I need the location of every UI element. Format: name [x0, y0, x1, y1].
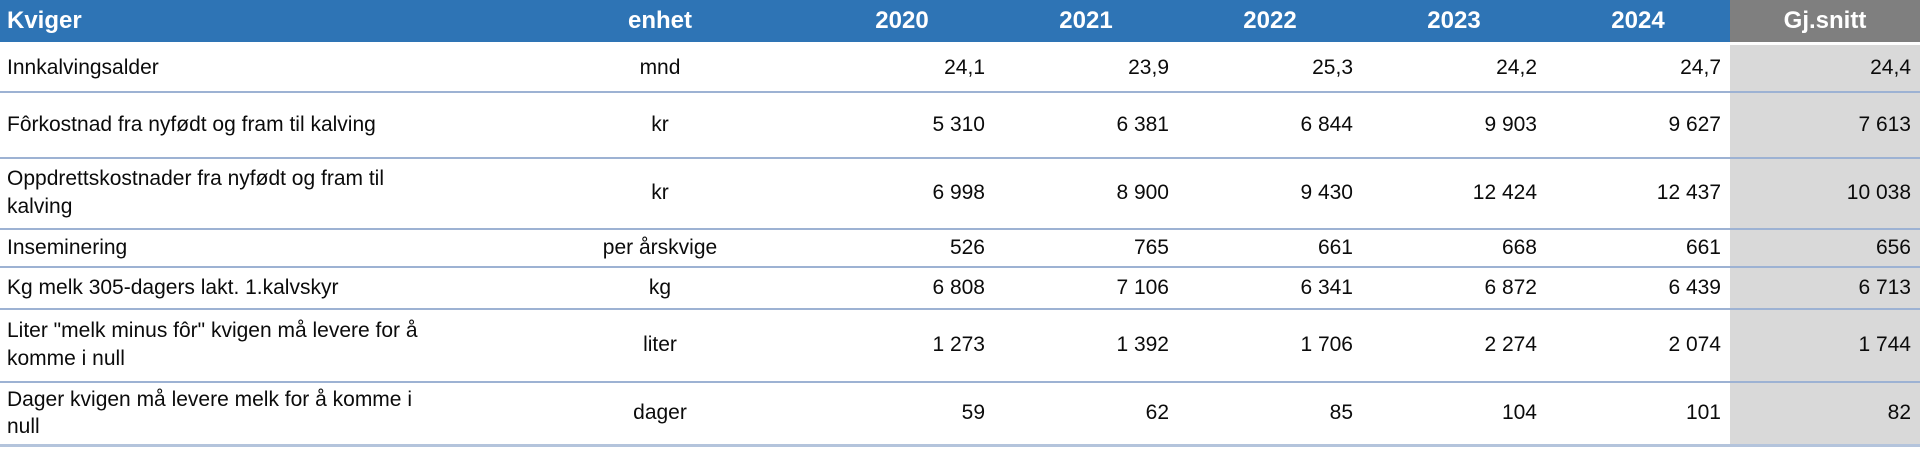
average-cell: 24,4 [1730, 43, 1920, 92]
header-cell-gjsnitt: Gj.snitt [1730, 0, 1920, 45]
value-cell-2022: 661 [1317, 235, 1353, 259]
value-cell-2020: 6 998 [932, 181, 985, 204]
value-cell-2024: 6 439 [1668, 275, 1721, 299]
value-cell-2021: 62 [1145, 401, 1169, 425]
unit-cell: dager [633, 401, 687, 425]
table-row: Fôrkostnad fra nyfødt og fram til kalvin… [0, 91, 1920, 158]
average-cell: 82 [1730, 381, 1920, 446]
value-cell-2024: 101 [1685, 401, 1721, 425]
header-cell-2020: 2020 [810, 0, 994, 45]
value-cell-2021: 6 381 [1116, 112, 1169, 136]
value-cell-2022: 25,3 [1312, 55, 1353, 79]
value-cell-2022: 1 706 [1300, 333, 1353, 356]
table-header-row: Kviger enhet 2020 2021 2022 2023 2024 Gj… [0, 0, 1920, 45]
metric-name-cell: Fôrkostnad fra nyfødt og fram til kalvin… [7, 112, 376, 136]
value-cell-2022: 9 430 [1300, 181, 1353, 204]
metric-name-cell: Liter "melk minus fôr" kvigen må levere … [7, 319, 418, 370]
header-cell-2021: 2021 [994, 0, 1178, 45]
unit-cell: per årskvige [602, 235, 718, 259]
value-cell-2024: 661 [1685, 235, 1721, 259]
metric-name-cell: Innkalvingsalder [7, 55, 159, 79]
value-cell-2021: 8 900 [1116, 181, 1169, 204]
unit-cell: kg [648, 275, 672, 299]
metric-name-cell: Kg melk 305-dagers lakt. 1.kalvskyr [7, 275, 339, 299]
average-cell: 7 613 [1730, 91, 1920, 158]
value-cell-2020: 6 808 [932, 275, 985, 299]
value-cell-2023: 12 424 [1472, 181, 1537, 204]
value-cell-2023: 2 274 [1484, 333, 1537, 356]
table-row: Kg melk 305-dagers lakt. 1.kalvskyr kg 6… [0, 266, 1920, 309]
value-cell-2020: 24,1 [944, 55, 985, 79]
metric-name-cell: Inseminering [7, 235, 128, 259]
table-row: Dager kvigen må levere melk for å komme … [0, 381, 1920, 446]
value-cell-2020: 1 273 [932, 333, 985, 356]
value-cell-2023: 9 903 [1484, 112, 1537, 136]
average-cell: 1 744 [1730, 308, 1920, 382]
value-cell-2022: 6 341 [1300, 275, 1353, 299]
unit-cell: mnd [639, 55, 681, 79]
header-cell-kviger: Kviger [0, 0, 510, 45]
kviger-statistics-table: Kviger enhet 2020 2021 2022 2023 2024 Gj… [0, 0, 1920, 446]
value-cell-2024: 24,7 [1680, 55, 1721, 79]
table-row: Innkalvingsalder mnd 24,1 23,9 25,3 24,2… [0, 43, 1920, 92]
table-row: Inseminering per årskvige 526 765 661 66… [0, 228, 1920, 267]
value-cell-2020: 59 [961, 401, 985, 425]
average-cell: 656 [1730, 228, 1920, 267]
header-cell-enhet: enhet [510, 0, 810, 45]
header-cell-2024: 2024 [1546, 0, 1730, 45]
value-cell-2020: 5 310 [932, 112, 985, 136]
value-cell-2022: 6 844 [1300, 112, 1353, 136]
value-cell-2021: 1 392 [1116, 333, 1169, 356]
value-cell-2023: 104 [1501, 401, 1537, 425]
unit-cell: kr [651, 112, 669, 136]
table-row: Oppdrettskostnader fra nyfødt og fram ti… [0, 157, 1920, 229]
value-cell-2024: 12 437 [1656, 181, 1721, 204]
value-cell-2023: 668 [1501, 235, 1537, 259]
value-cell-2023: 6 872 [1484, 275, 1537, 299]
value-cell-2020: 526 [949, 235, 985, 259]
unit-cell: kr [651, 181, 669, 204]
header-cell-2023: 2023 [1362, 0, 1546, 45]
metric-name-cell: Dager kvigen må levere melk for å komme … [7, 387, 412, 439]
value-cell-2024: 9 627 [1668, 112, 1721, 136]
value-cell-2021: 23,9 [1128, 55, 1169, 79]
value-cell-2023: 24,2 [1496, 55, 1537, 79]
table-row: Liter "melk minus fôr" kvigen må levere … [0, 308, 1920, 382]
value-cell-2022: 85 [1329, 401, 1353, 425]
unit-cell: liter [643, 333, 677, 356]
value-cell-2024: 2 074 [1668, 333, 1721, 356]
average-cell: 10 038 [1730, 157, 1920, 229]
value-cell-2021: 765 [1133, 235, 1169, 259]
metric-name-cell: Oppdrettskostnader fra nyfødt og fram ti… [7, 167, 384, 218]
value-cell-2021: 7 106 [1116, 275, 1169, 299]
header-cell-2022: 2022 [1178, 0, 1362, 45]
average-cell: 6 713 [1730, 266, 1920, 309]
